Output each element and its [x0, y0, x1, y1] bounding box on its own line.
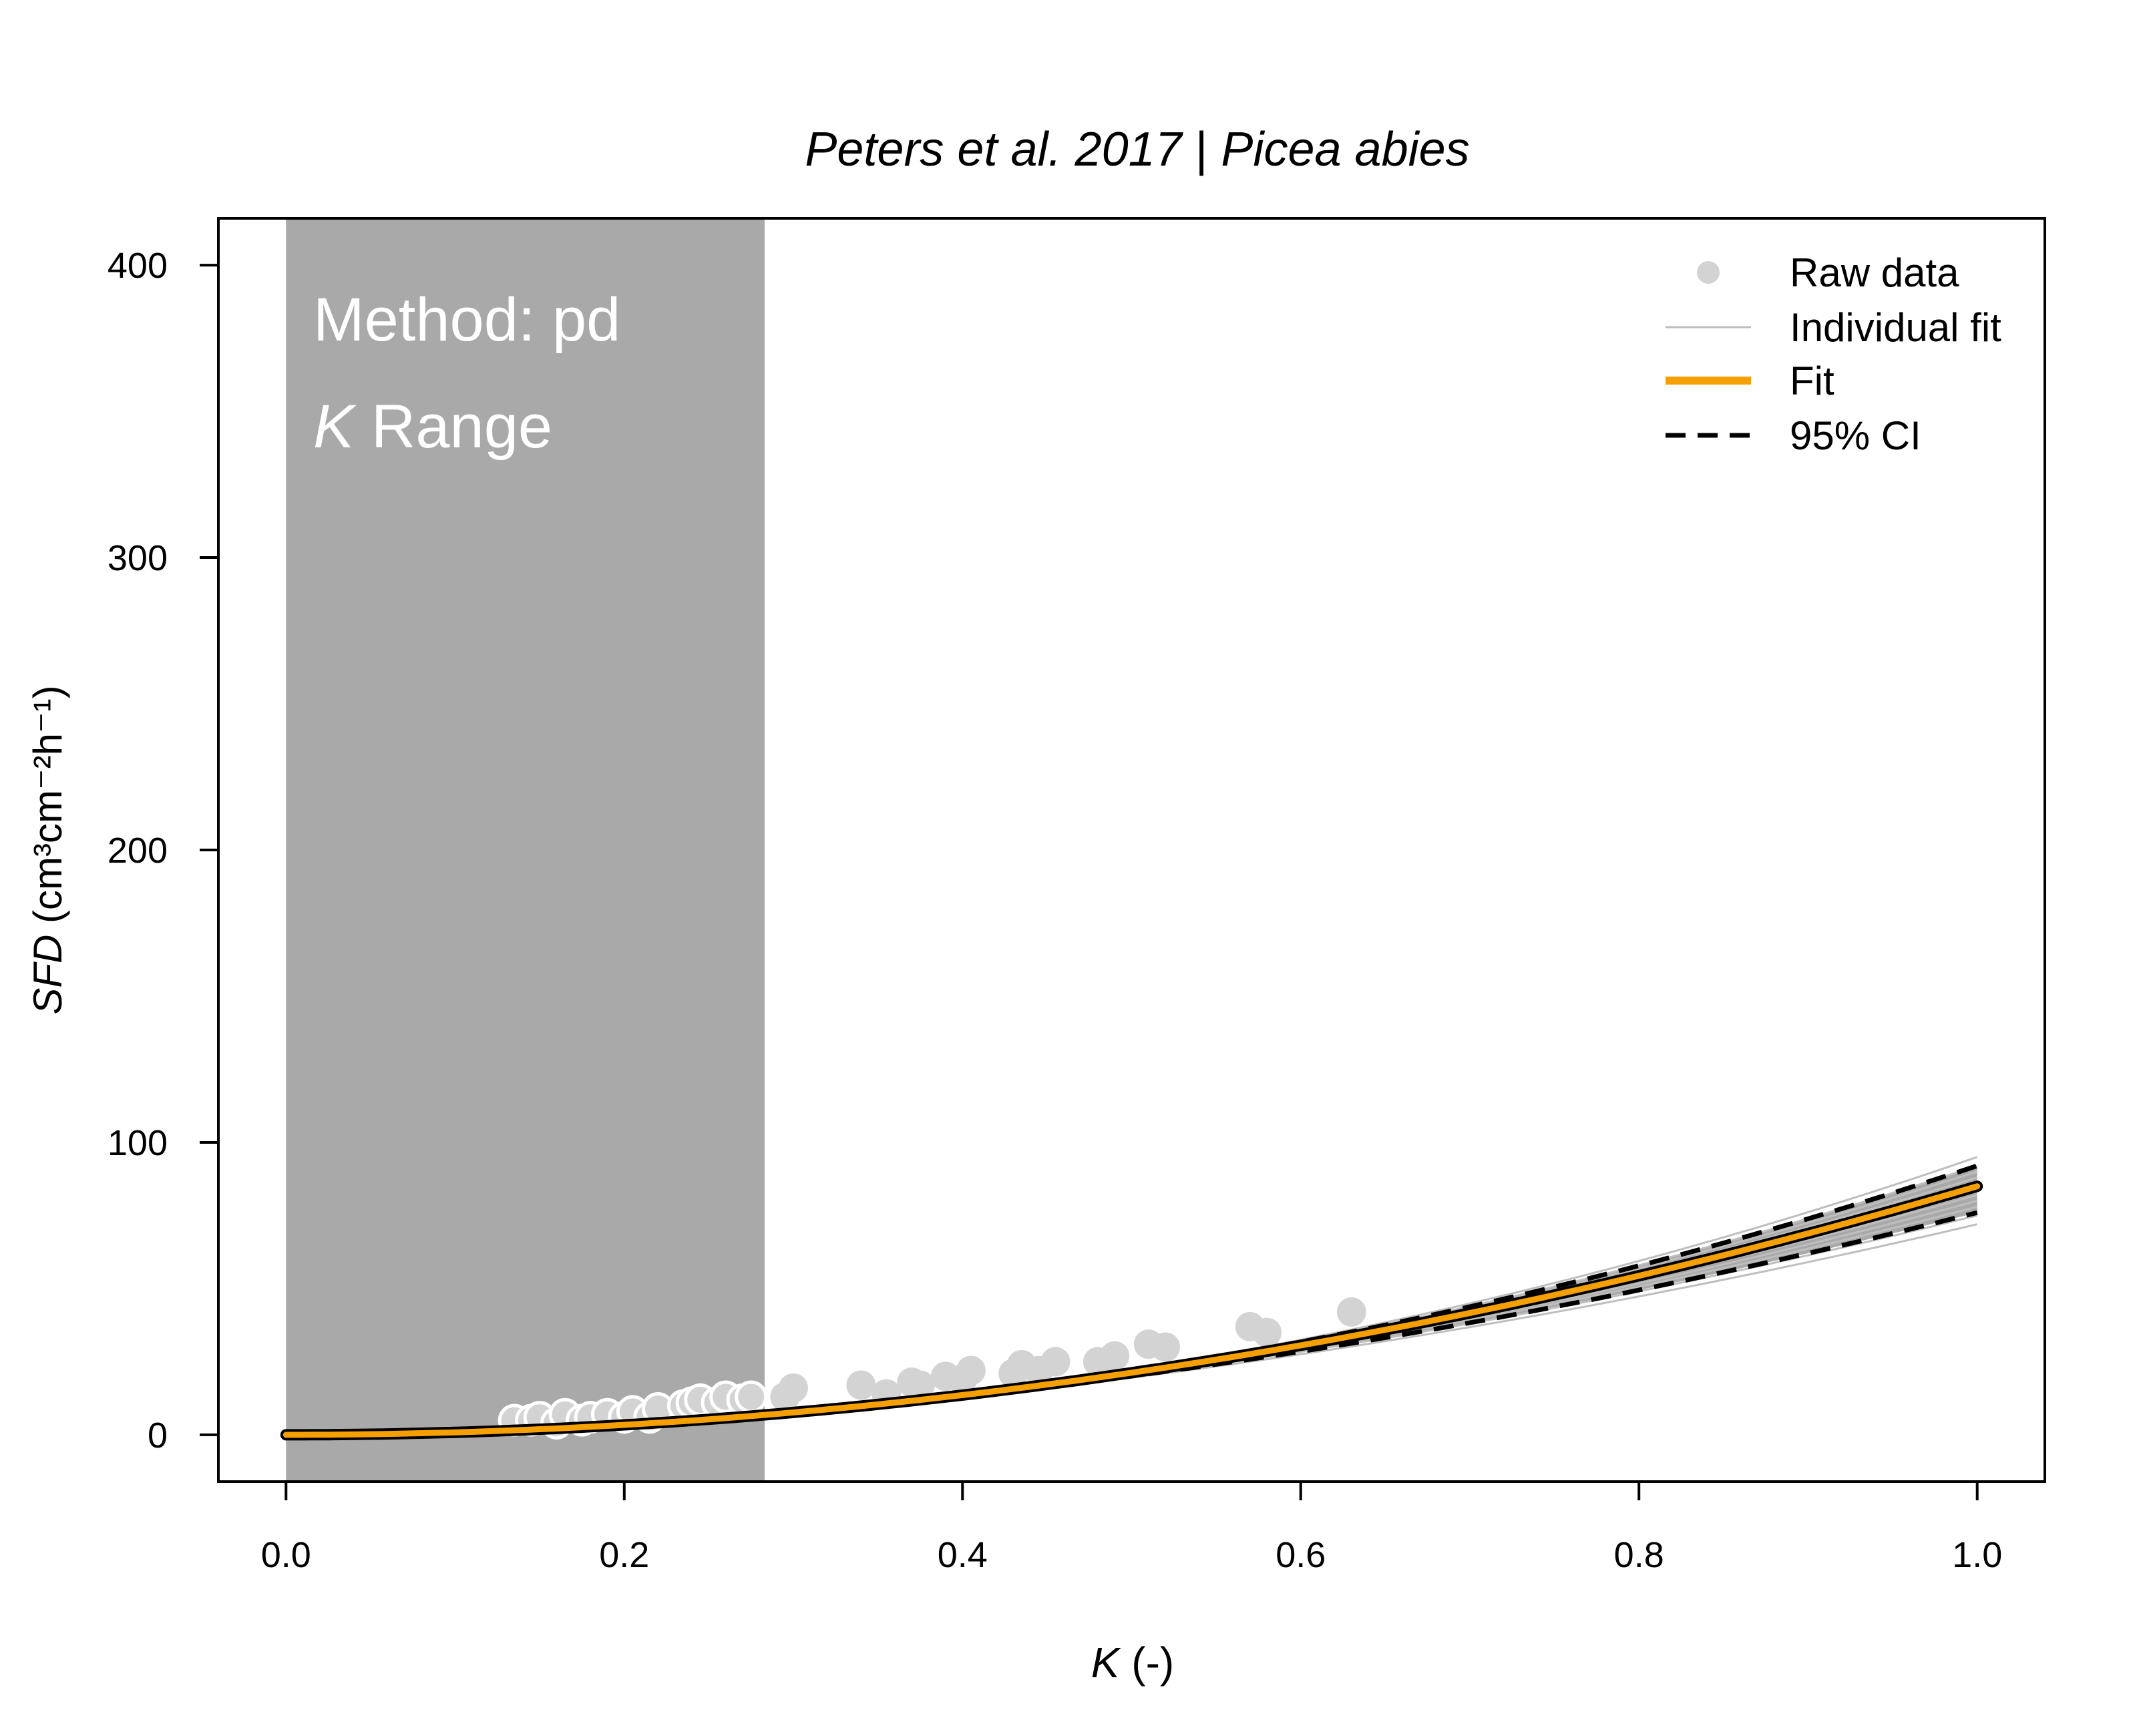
- chart-title-part1: Peters et al. 2017: [805, 123, 1183, 176]
- raw-data-point: [735, 1380, 768, 1414]
- legend-label: Raw data: [1790, 250, 1959, 295]
- legend: Raw data Individual fit Fit 95% CI: [1666, 250, 2001, 458]
- k-range-annotation-rest: Range: [354, 393, 552, 461]
- x-axis-label-unit: (-): [1119, 1639, 1174, 1687]
- chart-title: Peters et al. 2017 | Picea abies: [805, 123, 1469, 176]
- y-tick-label: 0: [148, 1416, 168, 1456]
- y-tick-label: 100: [108, 1123, 168, 1163]
- x-tick-label: 0.4: [938, 1535, 988, 1575]
- x-tick-label: 0.6: [1276, 1535, 1326, 1575]
- y-tick-label: 300: [108, 538, 168, 578]
- x-tick-label: 0.2: [599, 1535, 649, 1575]
- fit-lines: [280, 1156, 1983, 1441]
- raw-data-point: [956, 1355, 986, 1385]
- raw-data-point: [846, 1370, 876, 1400]
- chart-title-separator: |: [1182, 123, 1221, 176]
- x-tick-label: 0.8: [1614, 1535, 1664, 1575]
- y-tick-label: 400: [108, 246, 168, 286]
- fit-line: [282, 1183, 1981, 1438]
- raw-data-point: [1151, 1332, 1181, 1362]
- y-tick-label: 200: [108, 831, 168, 871]
- legend-key-raw-data: [1697, 261, 1720, 284]
- k-range-annotation-k: K: [313, 393, 357, 461]
- x-axis-label: K (-): [1091, 1639, 1174, 1687]
- raw-data-point: [1040, 1347, 1071, 1377]
- x-tick-label: 0.0: [261, 1535, 311, 1575]
- legend-label: 95% CI: [1790, 413, 1921, 458]
- x-axis-label-k: K: [1091, 1639, 1122, 1687]
- raw-data-point: [1336, 1297, 1366, 1327]
- y-axis-label-sfd: SFD: [25, 935, 70, 1015]
- y-axis: 0 100 200 300 400: [108, 246, 220, 1456]
- raw-data-point: [779, 1373, 809, 1403]
- method-annotation: Method: pd: [313, 286, 620, 354]
- raw-data-point: [1252, 1317, 1282, 1347]
- x-tick-label: 1.0: [1952, 1535, 2002, 1575]
- legend-label: Fit: [1790, 359, 1834, 403]
- raw-data-point: [905, 1370, 935, 1400]
- y-axis-label: SFD (cm³cm⁻²h⁻¹): [25, 685, 70, 1014]
- x-axis: 0.0 0.2 0.4 0.6 0.8 1.0: [261, 1480, 2002, 1575]
- legend-label: Individual fit: [1790, 305, 2001, 350]
- k-range-annotation: K Range: [313, 393, 552, 461]
- y-axis-label-unit: (cm³cm⁻²h⁻¹): [25, 685, 70, 923]
- raw-data-point: [1100, 1341, 1130, 1371]
- chart-title-part2: Picea abies: [1221, 123, 1469, 176]
- k-range-shading: [286, 218, 765, 1482]
